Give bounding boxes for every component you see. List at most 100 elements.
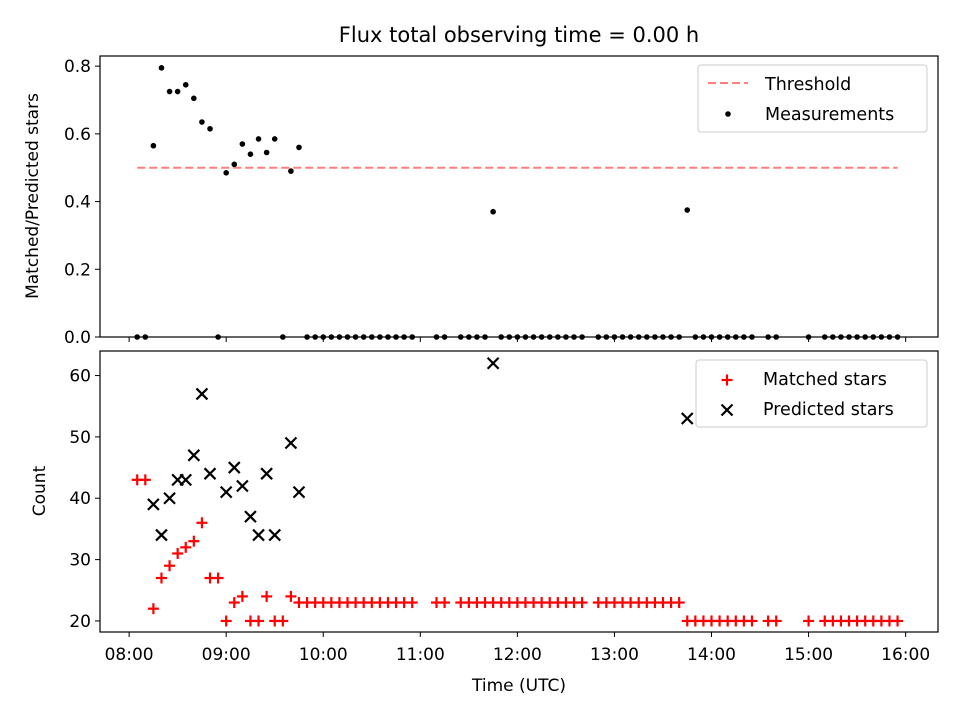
legend-matched-swatch: [721, 374, 733, 386]
xtick-label: 16:00: [881, 645, 930, 665]
predicted-star-point: [179, 473, 193, 487]
matched-star-point: [892, 615, 904, 627]
legend-matched-label: Matched stars: [763, 370, 887, 390]
predicted-star-point: [284, 436, 298, 450]
predicted-star-point: [292, 485, 306, 499]
measurement-point: [684, 207, 691, 213]
matched-star-point: [172, 547, 184, 559]
measurement-point: [182, 81, 189, 88]
matched-star-point: [220, 615, 232, 627]
xtick-label: 10:00: [299, 645, 348, 665]
xtick-label: 11:00: [396, 645, 445, 665]
matched-star-point: [746, 615, 758, 627]
predicted-star-point: [486, 356, 500, 370]
top-plot-frame: [99, 55, 939, 338]
matched-star-point: [188, 535, 200, 547]
measurement-point: [191, 95, 197, 102]
measurement-point: [247, 151, 254, 157]
top-y-axis-label: Matched/Predicted stars: [23, 93, 43, 299]
predicted-star-point: [260, 467, 273, 480]
xtick-label: 13:00: [590, 645, 639, 665]
bottom-ytick-label: 20: [69, 612, 91, 632]
measurement-point: [166, 88, 173, 95]
measurement-point: [263, 149, 270, 156]
top-ytick-label: 0.8: [64, 57, 91, 77]
top-ytick-label: 0.4: [64, 193, 91, 213]
bottom-ytick-label: 30: [69, 551, 91, 571]
matched-star-point: [285, 590, 297, 602]
bottom-panel: 20 30 40 50 60 08:00 09:00 10:00 11:00 12:00 13:00…: [69, 350, 939, 665]
bottom-legend-box: [695, 359, 928, 428]
legend-predicted-label: Predicted stars: [763, 400, 894, 420]
measurement-point: [296, 144, 302, 151]
matched-star-point: [803, 615, 815, 627]
xtick-label: 09:00: [202, 645, 251, 665]
bottom-legend: Matched stars Predicted stars: [695, 359, 928, 428]
chart-title: Flux total observing time = 0.00 h: [339, 23, 699, 47]
measurement-point: [158, 65, 165, 71]
top-panel: 0.0 0.2 0.4 0.6 0.8: [64, 55, 939, 348]
matched-star-point: [236, 590, 248, 602]
xtick-label: 15:00: [784, 645, 833, 665]
measurement-point: [207, 125, 213, 132]
measurement-point: [288, 168, 294, 174]
top-legend-box: [697, 64, 928, 133]
measurement-point: [174, 88, 181, 95]
predicted-star-point: [219, 485, 233, 499]
measurement-point: [490, 208, 496, 215]
bottom-ytick-label: 50: [69, 428, 91, 448]
predicted-star-point: [195, 387, 209, 401]
matched-star-point: [155, 572, 167, 584]
measurement-point: [223, 170, 229, 176]
matched-star-point: [164, 560, 176, 572]
bottom-plot-frame: [99, 350, 939, 633]
measurement-point: [255, 136, 262, 142]
predicted-star-point: [252, 528, 265, 542]
matched-star-point: [406, 597, 418, 609]
matched-star-point: [196, 517, 208, 529]
predicted-star-point: [236, 479, 249, 493]
top-ytick-label: 0.2: [64, 260, 91, 280]
predicted-star-point: [147, 498, 160, 511]
x-axis-label: Time (UTC): [471, 676, 566, 696]
matched-star-point: [576, 597, 588, 609]
predicted-star-point: [227, 461, 241, 474]
measurement-point: [199, 119, 205, 125]
measurement-point: [231, 161, 238, 168]
measurement-point: [239, 141, 246, 147]
measurement-point: [271, 136, 278, 142]
xtick-label: 08:00: [105, 645, 154, 665]
matched-star-point: [180, 541, 192, 553]
matched-star-point: [770, 615, 782, 627]
legend-measurements-label: Measurements: [765, 105, 894, 125]
predicted-star-point: [187, 449, 201, 462]
matched-star-point: [253, 615, 265, 627]
legend-predicted-swatch: [720, 403, 734, 417]
legend-measurements-swatch: [725, 111, 731, 117]
xtick-label: 12:00: [493, 645, 542, 665]
xtick-label: 14:00: [687, 645, 736, 665]
predicted-star-point: [163, 491, 176, 505]
predicted-star-point: [155, 528, 168, 542]
legend-threshold-label: Threshold: [764, 75, 851, 95]
bottom-ytick-label: 60: [69, 367, 91, 387]
predicted-star-point: [203, 467, 217, 480]
bottom-y-axis-label: Count: [30, 465, 50, 516]
matched-star-point: [277, 615, 289, 627]
predicted-star-point: [680, 412, 694, 425]
bottom-ytick-label: 40: [69, 489, 91, 509]
top-ytick-label: 0.6: [64, 125, 91, 145]
matched-star-point: [228, 597, 240, 609]
predicted-star-point: [244, 510, 257, 523]
top-legend: Threshold Measurements: [697, 64, 928, 133]
top-ytick-label: 0.0: [64, 328, 91, 348]
matched-star-point: [212, 572, 224, 584]
matched-star-point: [147, 603, 159, 615]
predicted-star-point: [268, 528, 281, 542]
matched-star-point: [139, 474, 151, 486]
matched-star-point: [261, 590, 273, 602]
measurement-point: [150, 142, 157, 149]
matched-star-point: [673, 597, 685, 609]
matched-star-point: [439, 597, 451, 609]
